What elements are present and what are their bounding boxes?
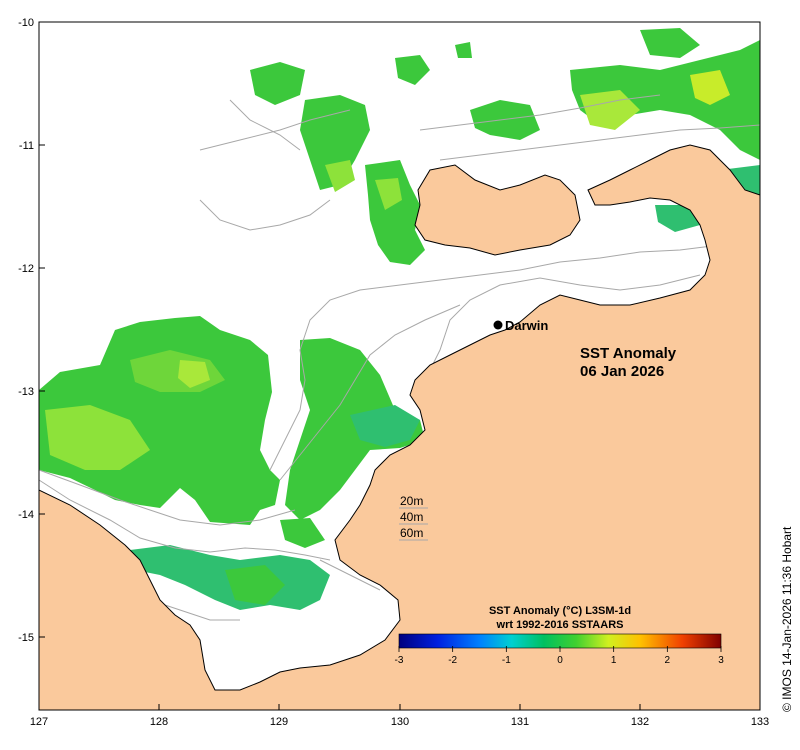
colorbar-tick-label: -2 <box>448 655 457 666</box>
colorbar-tick-label: -3 <box>395 655 404 666</box>
land-areas <box>38 144 761 711</box>
lat-tick-label: -13 <box>18 386 34 398</box>
colorbar-tick-label: 2 <box>665 655 671 666</box>
lat-tick-label: -14 <box>18 509 34 521</box>
colorbar-tick-label: 3 <box>718 655 724 666</box>
city-label: Darwin <box>505 318 548 333</box>
axis-ticks <box>38 21 761 710</box>
depth-label-60m: 60m <box>400 526 423 540</box>
depth-legend: 20m 40m 60m <box>399 494 428 541</box>
lon-tick-label: 133 <box>751 716 769 728</box>
lon-tick-label: 130 <box>391 716 409 728</box>
map-title-line2: 06 Jan 2026 <box>580 363 664 380</box>
depth-label-40m: 40m <box>400 510 423 524</box>
anomaly-patches <box>39 28 760 610</box>
colorbar-ticks: -3 -2 -1 0 1 2 3 <box>395 646 724 666</box>
darwin-marker <box>493 320 503 330</box>
lat-tick-label: -12 <box>18 263 34 275</box>
colorbar <box>398 633 722 649</box>
lon-tick-label: 127 <box>30 716 48 728</box>
colorbar-tick-label: 0 <box>557 655 563 666</box>
bathymetry-contours <box>38 94 761 621</box>
lat-tick-label: -10 <box>18 17 34 29</box>
colorbar-tick-label: 1 <box>611 655 617 666</box>
colorbar-tick-label: -1 <box>502 655 511 666</box>
lon-tick-label: 128 <box>150 716 168 728</box>
credit-text: © IMOS 14-Jan-2026 11:36 Hobart <box>780 526 794 712</box>
lon-tick-label: 131 <box>511 716 529 728</box>
lon-tick-label: 132 <box>631 716 649 728</box>
colorbar-subtitle: wrt 1992-2016 SSTAARS <box>496 619 624 631</box>
lon-tick-label: 129 <box>270 716 288 728</box>
depth-label-20m: 20m <box>400 494 423 508</box>
colorbar-title: SST Anomaly (°C) L3SM-1d <box>489 605 631 617</box>
lat-tick-label: -15 <box>18 632 34 644</box>
map-title-line1: SST Anomaly <box>580 345 677 362</box>
lat-tick-label: -11 <box>19 140 34 152</box>
